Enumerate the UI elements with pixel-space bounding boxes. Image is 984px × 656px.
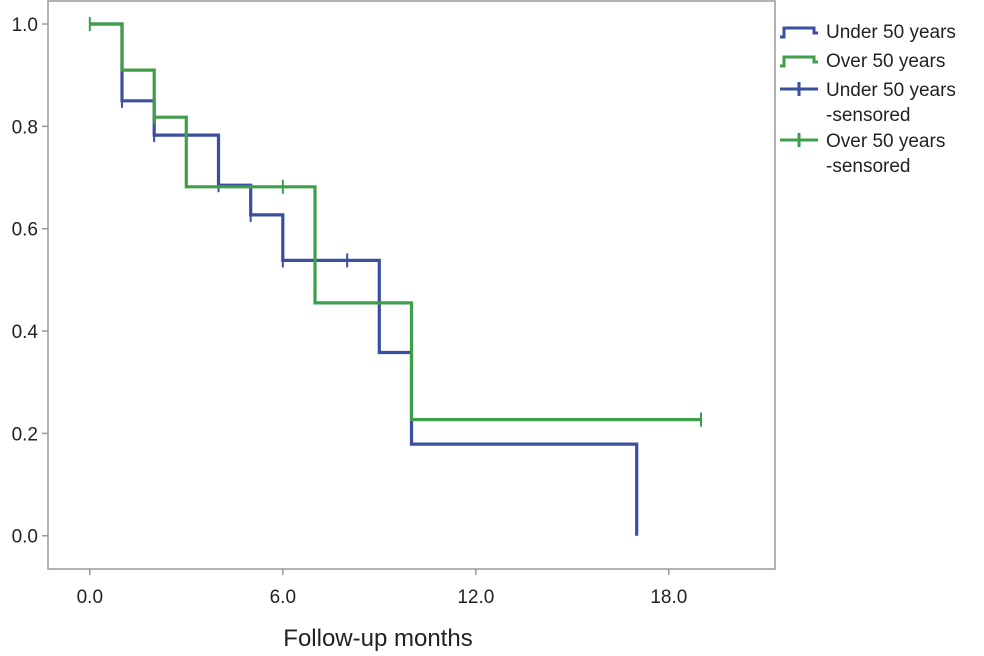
y-tick-label: 0.4 [12, 322, 39, 343]
x-axis-title: Follow-up months [283, 625, 472, 652]
x-tick-label: 12.0 [457, 587, 494, 608]
y-tick-label: 0.2 [12, 424, 38, 445]
x-tick-label: 0.0 [77, 587, 103, 608]
legend-label: Under 50 years [826, 22, 956, 43]
series-line-under-50-years [89, 22, 639, 536]
y-tick-label: 0.0 [12, 527, 38, 548]
series-layer [88, 17, 703, 536]
legend-label: Over 50 years [826, 131, 945, 152]
y-axis: 0.0 0.2 0.4 0.6 0.8 1.0 [12, 15, 48, 548]
legend-swatch-step [780, 55, 818, 68]
x-tick-label: 6.0 [270, 587, 296, 608]
legend-label: -sensored [826, 105, 911, 126]
legend-label: -sensored [826, 156, 911, 177]
x-tick-label: 18.0 [650, 587, 687, 608]
series-line-over-50-years [89, 22, 701, 422]
legend-label: Under 50 years [826, 80, 956, 101]
legend: Under 50 years Over 50 years Under 50 year… [780, 22, 956, 177]
y-tick-label: 0.8 [12, 117, 38, 138]
plot-frame [47, 0, 776, 570]
y-tick-label: 0.6 [12, 220, 38, 241]
legend-label: Over 50 years [826, 51, 945, 72]
y-tick-label: 1.0 [12, 15, 38, 36]
legend-swatch-step [780, 26, 818, 39]
x-axis: 0.0 6.0 12.0 18.0 [77, 569, 687, 608]
